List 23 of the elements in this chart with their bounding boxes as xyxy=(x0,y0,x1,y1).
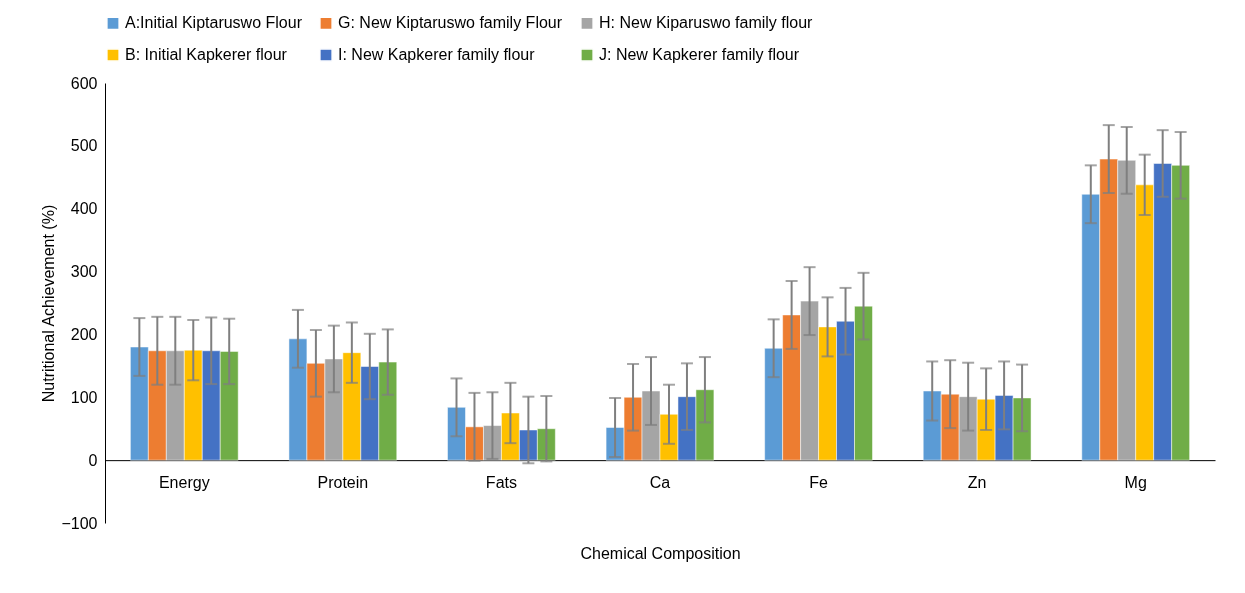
legend-label: B: Initial Kapkerer flour xyxy=(125,46,288,63)
legend-label: J: New Kapkerer family flour xyxy=(599,46,800,63)
y-tick-label: 500 xyxy=(70,137,98,155)
x-tick-label: Ca xyxy=(649,473,671,491)
x-tick-label: Energy xyxy=(158,473,210,491)
y-tick-label: −100 xyxy=(61,514,98,532)
x-tick-label: Mg xyxy=(1124,473,1147,491)
x-tick-label: Fats xyxy=(485,473,517,491)
x-tick-label: Zn xyxy=(967,473,987,491)
legend-label: A:Initial Kiptaruswo Flour xyxy=(125,14,303,32)
x-tick-label: Fe xyxy=(809,473,829,491)
x-tick-label: Protein xyxy=(317,473,369,491)
y-tick-label: 400 xyxy=(70,200,98,218)
y-tick-label: 200 xyxy=(70,325,98,343)
x-axis-title: Chemical Composition xyxy=(580,544,741,562)
y-tick-label: 600 xyxy=(70,74,98,92)
y-tick-label: 100 xyxy=(70,388,98,406)
y-tick-label: 300 xyxy=(70,263,98,281)
y-tick-label: 0 xyxy=(88,451,98,469)
legend-label: G: New Kiptaruswo family Flour xyxy=(338,14,563,32)
legend-label: H: New Kiparuswo family flour xyxy=(599,14,814,32)
y-axis-title: Nutritional Achievement (%) xyxy=(40,204,58,403)
legend-label: I: New Kapkerer family flour xyxy=(338,46,536,63)
